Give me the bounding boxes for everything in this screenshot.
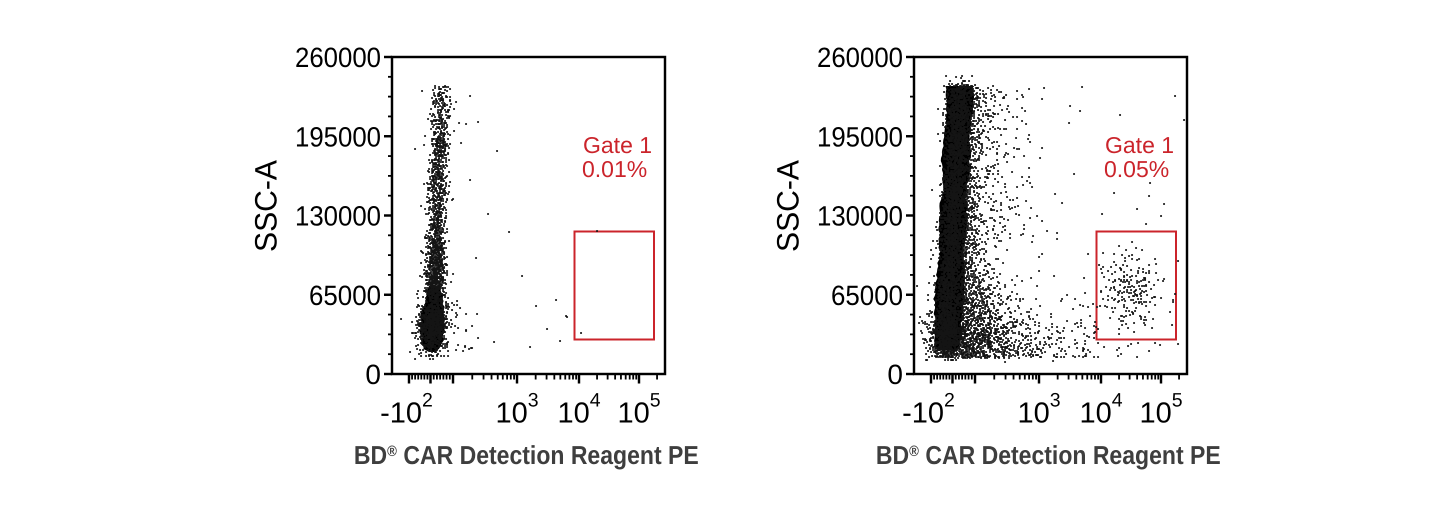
svg-text:SSC-A: SSC-A xyxy=(249,160,284,252)
svg-text:130000: 130000 xyxy=(817,201,903,232)
svg-text:Gate 1: Gate 1 xyxy=(583,132,652,158)
svg-text:65000: 65000 xyxy=(309,280,381,311)
svg-text:195000: 195000 xyxy=(295,121,381,152)
svg-text:0.05%: 0.05% xyxy=(1104,156,1169,182)
svg-text:260000: 260000 xyxy=(295,42,381,73)
svg-text:BD® CAR Detection Reagent PE: BD® CAR Detection Reagent PE xyxy=(354,440,699,470)
svg-text:Gate 1: Gate 1 xyxy=(1105,132,1174,158)
svg-text:SSC-A: SSC-A xyxy=(771,160,806,252)
svg-text:BD® CAR Detection Reagent PE: BD® CAR Detection Reagent PE xyxy=(876,440,1221,470)
svg-text:0: 0 xyxy=(887,359,903,390)
svg-text:65000: 65000 xyxy=(831,280,903,311)
svg-text:195000: 195000 xyxy=(817,121,903,152)
svg-text:130000: 130000 xyxy=(295,201,381,232)
svg-text:0: 0 xyxy=(365,359,381,390)
svg-text:0.01%: 0.01% xyxy=(582,156,647,182)
svg-text:260000: 260000 xyxy=(817,42,903,73)
